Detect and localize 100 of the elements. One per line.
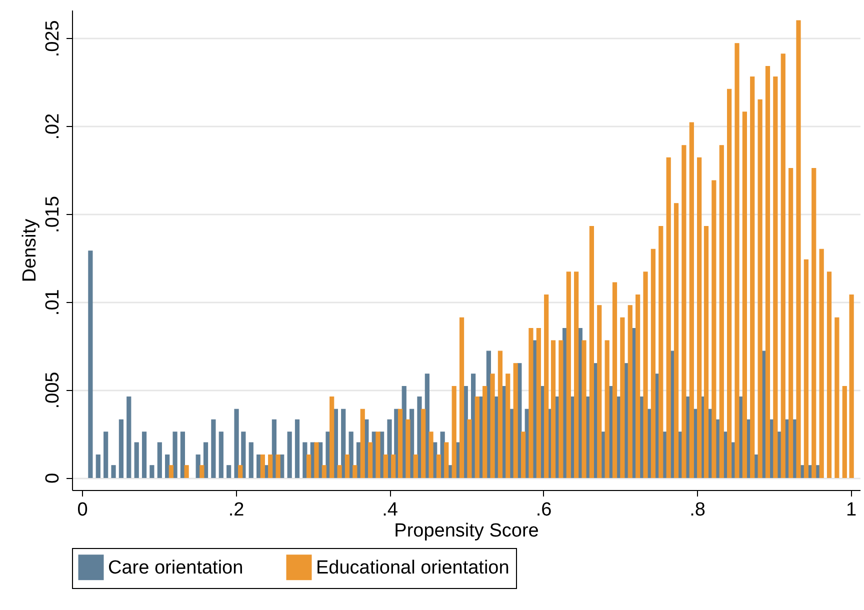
bar — [550, 340, 556, 478]
bar — [467, 419, 472, 478]
bar — [413, 454, 418, 478]
bar — [383, 454, 388, 478]
bar — [566, 272, 571, 478]
bar — [406, 419, 410, 478]
bar — [459, 317, 464, 478]
bar — [260, 454, 265, 478]
bar — [238, 465, 243, 478]
bar — [168, 465, 174, 478]
bar — [157, 442, 162, 478]
bar — [697, 157, 702, 478]
x-tick-label: .6 — [536, 500, 552, 520]
bar — [620, 317, 625, 478]
legend-label: Care orientation — [108, 557, 244, 578]
bar — [604, 340, 610, 478]
bar — [276, 454, 280, 478]
bar — [742, 112, 747, 478]
x-tick-label: .4 — [382, 500, 398, 520]
bar — [172, 432, 178, 478]
bar — [842, 386, 847, 478]
bar — [796, 20, 801, 478]
bar — [398, 408, 403, 478]
x-tick-label: .2 — [228, 500, 244, 520]
bar — [506, 374, 510, 478]
bar — [482, 386, 488, 478]
bar — [322, 465, 326, 478]
bar — [444, 442, 449, 478]
bar — [734, 43, 740, 478]
y-tick-label: .01 — [42, 289, 64, 316]
bar — [294, 419, 300, 478]
bar — [287, 432, 292, 478]
bar — [628, 305, 632, 478]
bar — [490, 374, 495, 478]
bar — [306, 454, 312, 478]
bar — [674, 203, 679, 478]
bar — [421, 408, 426, 478]
bar — [544, 294, 549, 478]
bar — [589, 226, 594, 478]
bar — [344, 454, 350, 478]
bar — [368, 442, 373, 478]
x-tick-label: 0 — [77, 500, 88, 520]
bar — [118, 419, 124, 478]
bar — [689, 122, 694, 478]
bar — [682, 145, 686, 478]
bar — [834, 317, 840, 478]
y-tick-label: .005 — [42, 372, 64, 409]
bar — [436, 454, 442, 478]
bar — [528, 328, 534, 478]
bar — [348, 432, 354, 478]
bar — [134, 442, 139, 478]
bar — [180, 432, 186, 478]
bar — [536, 328, 541, 478]
bar — [203, 442, 208, 478]
bar — [211, 419, 216, 478]
y-tick-label: .02 — [42, 113, 64, 140]
bar — [234, 408, 239, 478]
bar — [165, 454, 170, 478]
bar — [241, 432, 246, 478]
bar — [184, 465, 189, 478]
legend-label: Educational orientation — [316, 557, 510, 578]
bar — [218, 432, 224, 478]
bar — [658, 226, 664, 478]
bar — [719, 145, 724, 478]
y-tick-label: .025 — [42, 20, 64, 58]
y-tick-label: .015 — [42, 196, 64, 233]
y-axis-title: Density — [20, 218, 40, 282]
bar — [666, 157, 671, 478]
bar — [452, 386, 456, 478]
bar — [150, 465, 154, 478]
bar — [88, 250, 93, 478]
bar — [111, 465, 116, 478]
bar — [849, 294, 854, 478]
bar — [360, 408, 365, 478]
bar — [391, 454, 396, 478]
bar — [142, 432, 147, 478]
bar — [780, 54, 786, 478]
bar — [558, 340, 564, 478]
bar — [498, 350, 503, 478]
x-tick-label: .8 — [690, 500, 706, 520]
bar — [819, 248, 824, 478]
bar — [341, 408, 346, 478]
bar — [376, 432, 380, 478]
bar — [96, 454, 100, 478]
bar — [712, 180, 716, 478]
bar — [474, 396, 480, 478]
bar — [636, 294, 640, 478]
bar — [574, 272, 579, 478]
bar — [302, 442, 308, 478]
bar — [104, 432, 108, 478]
bar — [428, 432, 434, 478]
bar — [812, 168, 816, 478]
bar — [330, 396, 334, 478]
bar — [612, 282, 618, 478]
bar — [597, 305, 602, 478]
bar — [200, 465, 204, 478]
bar — [226, 465, 232, 478]
x-axis-title: Propensity Score — [394, 520, 539, 542]
bar — [804, 259, 808, 478]
bar — [788, 168, 794, 478]
